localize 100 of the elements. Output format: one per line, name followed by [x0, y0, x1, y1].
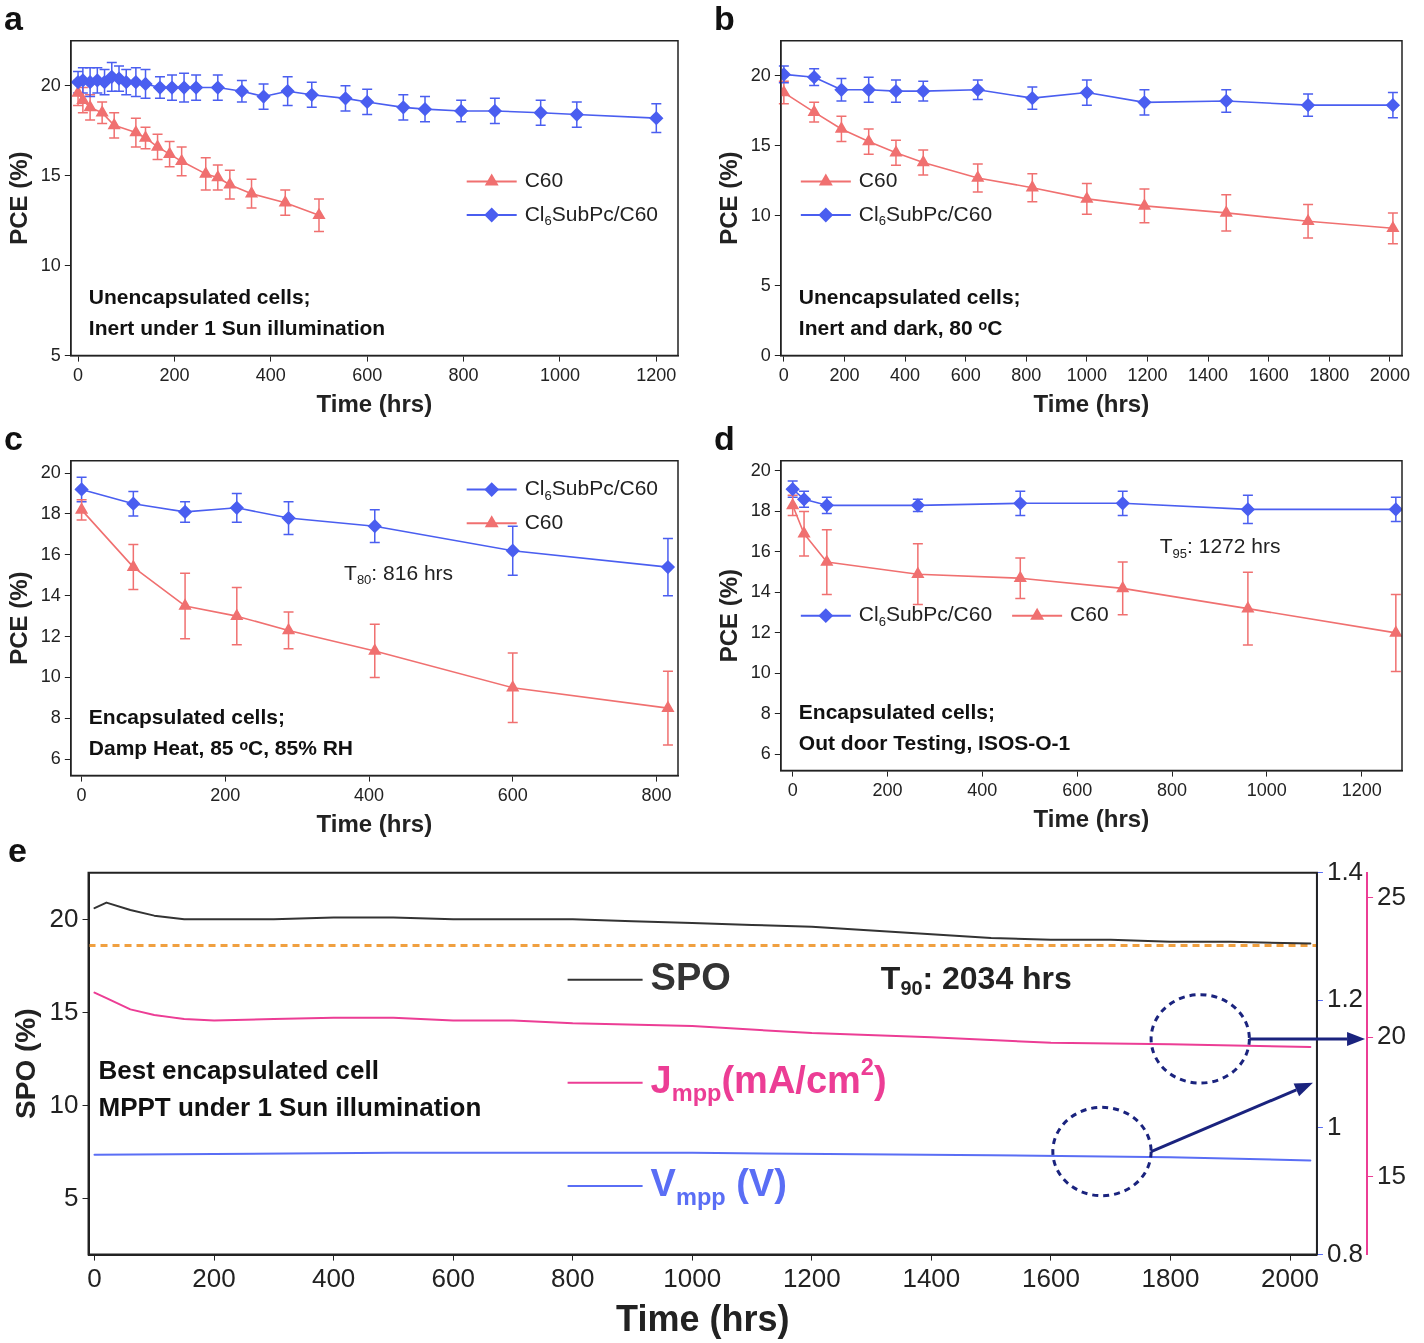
y-tick-label: 6	[50, 748, 61, 769]
y3-tick-label: 20	[1377, 1020, 1406, 1051]
point	[1301, 98, 1315, 112]
point	[281, 511, 296, 525]
y-tick-label: 15	[40, 164, 61, 185]
x-tick-label: 800	[1011, 365, 1042, 386]
point	[138, 77, 153, 91]
x-tick-label: 600	[352, 365, 383, 386]
x-tick-label: 1800	[1309, 365, 1350, 386]
y-tick-label: 8	[50, 707, 61, 728]
y2-tick-label: 1.4	[1326, 855, 1364, 886]
point	[178, 505, 192, 519]
point	[834, 82, 849, 97]
point	[1241, 601, 1254, 613]
y-tick-label: 16	[40, 543, 61, 564]
x-tick-label: 800	[551, 1263, 595, 1294]
point	[889, 84, 903, 98]
x-tick-label: 800	[1157, 780, 1188, 801]
y-tick-label: 18	[40, 502, 61, 523]
y-tick-label: 5	[760, 274, 771, 295]
point	[1137, 95, 1152, 110]
point	[179, 599, 192, 610]
point	[230, 609, 243, 620]
y-tick-label: 10	[750, 662, 771, 683]
x-tick-label: 1200	[782, 1263, 841, 1294]
y3-tick-label: 25	[1377, 881, 1406, 912]
point	[889, 145, 902, 157]
x-tick-label: 0	[778, 365, 789, 386]
x-tick-label: 600	[431, 1263, 475, 1294]
y-tick-label: 5	[50, 344, 61, 365]
point	[74, 482, 89, 497]
x-tick-label: 2000	[1261, 1263, 1319, 1294]
annotation: Unencapsulated cells;	[88, 285, 311, 309]
point	[418, 102, 432, 116]
point	[279, 195, 292, 207]
chart-title: a	[4, 0, 24, 37]
annotation: Inert under 1 Sun illumination	[88, 315, 386, 339]
y-tick-label: 20	[49, 902, 79, 933]
point	[1302, 214, 1315, 226]
x-tick-label: 200	[829, 365, 860, 386]
point	[151, 140, 164, 151]
point	[165, 80, 179, 95]
x-tick-label: 0	[787, 780, 798, 801]
point	[175, 154, 188, 166]
point	[1386, 221, 1399, 233]
y-tick-label: 6	[760, 743, 771, 764]
point	[661, 701, 674, 712]
y-axis-title: SPO (%)	[9, 1008, 41, 1119]
x-tick-label: 600	[1062, 780, 1093, 801]
point	[971, 171, 984, 182]
y-tick-label: 0	[760, 344, 771, 365]
point	[1389, 626, 1402, 637]
y-tick-label: 14	[40, 584, 61, 605]
point	[235, 84, 249, 98]
point	[970, 82, 985, 97]
point	[649, 111, 664, 125]
y-tick-label: 20	[40, 462, 61, 483]
x-tick-label: 400	[967, 780, 998, 801]
annotation: Encapsulated cells;	[88, 705, 285, 729]
y2-tick-label: 1.2	[1326, 983, 1364, 1014]
point	[367, 519, 382, 534]
point	[835, 122, 848, 133]
point	[488, 104, 502, 118]
chart-title: c	[4, 418, 23, 457]
point	[282, 623, 295, 635]
point	[1138, 199, 1151, 210]
x-tick-label: 400	[311, 1263, 356, 1294]
point	[1115, 496, 1130, 511]
x-tick-label: 1000	[1246, 780, 1287, 801]
annotation: Damp Heat, 85 ᵒC, 85% RH	[88, 735, 354, 759]
point	[1116, 581, 1129, 593]
x-tick-label: 1800	[1141, 1263, 1200, 1294]
y-tick-label: 15	[750, 134, 771, 155]
y-tick-label: 20	[40, 74, 61, 95]
x-tick-label: 1200	[1341, 780, 1382, 801]
x-tick-label: 0	[87, 1263, 102, 1294]
point	[661, 560, 675, 574]
x-tick-label: 800	[641, 785, 672, 806]
point	[570, 107, 584, 122]
point	[917, 155, 930, 167]
x-axis-title: Time (hrs)	[616, 1298, 790, 1340]
annotation: MPPT under 1 Sun illumination	[98, 1092, 482, 1123]
point	[1219, 94, 1234, 108]
point	[223, 177, 236, 189]
point	[189, 80, 203, 95]
x-tick-label: 1600	[1022, 1263, 1080, 1294]
point	[211, 80, 225, 95]
point	[862, 134, 875, 146]
point	[127, 560, 140, 571]
point	[911, 567, 924, 578]
x-tick-label: 400	[890, 365, 921, 386]
x-tick-label: 200	[872, 780, 903, 801]
x-tick-label: 600	[497, 785, 528, 806]
y-tick-label: 20	[750, 459, 771, 480]
point	[505, 543, 520, 558]
point	[1080, 192, 1093, 203]
x-tick-label: 2000	[1369, 365, 1410, 386]
annotation: Unencapsulated cells;	[798, 285, 1021, 309]
point	[1389, 502, 1402, 517]
point	[1014, 571, 1027, 583]
